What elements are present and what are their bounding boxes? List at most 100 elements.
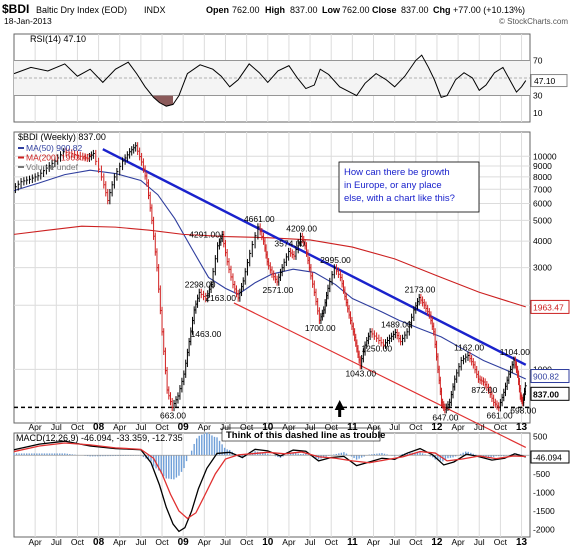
callout-box — [221, 427, 381, 442]
x-axis-label: Jul — [51, 537, 62, 547]
callout-arrow-shaft — [338, 409, 342, 417]
x-axis-label: Oct — [494, 422, 508, 432]
high-label: High — [265, 5, 285, 15]
close-label: Close — [372, 5, 397, 15]
rsi-tick: 30 — [533, 91, 543, 101]
rsi-tick: 10 — [533, 108, 543, 118]
macd-tick: -2000 — [533, 525, 555, 535]
price-data-label: 2571.00 — [263, 285, 294, 295]
rsi-oversold-fill — [153, 95, 174, 107]
rsi-value-label: 47.10 — [534, 76, 556, 86]
x-axis-label: Jul — [305, 422, 316, 432]
chg-value: +77.00 (+10.13%) — [453, 5, 525, 15]
open-label: Open — [206, 5, 229, 15]
price-data-label: 647.00 — [432, 413, 458, 423]
x-axis-label: Apr — [282, 422, 295, 432]
price-tick: 10000 — [533, 151, 557, 161]
macd-line-signal — [13, 442, 526, 520]
x-axis-label: Apr — [198, 422, 211, 432]
x-axis-label: 10 — [262, 422, 274, 433]
x-axis-label: 12 — [431, 537, 443, 548]
x-axis-label: Apr — [282, 537, 295, 547]
price-data-label: 2173.00 — [405, 285, 436, 295]
x-axis-label: Jul — [220, 537, 231, 547]
annotation-box — [338, 161, 480, 213]
index-name: Baltic Dry Index (EOD) — [36, 5, 127, 15]
price-data-label: 1489.00 — [381, 320, 412, 330]
x-axis-label: Jul — [474, 537, 485, 547]
price-data-label: 4661.00 — [244, 214, 275, 224]
macd-value-badge — [530, 450, 570, 464]
x-axis-label: Apr — [367, 537, 380, 547]
value-badge-label: 837.00 — [533, 389, 559, 399]
price-data-label: 1250.00 — [361, 344, 392, 354]
x-axis-label: Apr — [113, 422, 126, 432]
rsi-title: RSI(14) 47.10 — [30, 34, 86, 44]
x-axis-label: Apr — [367, 422, 380, 432]
price-data-label: 2298.00 — [185, 279, 216, 289]
high-value: 837.00 — [290, 5, 318, 15]
value-badge — [530, 369, 570, 384]
price-tick: 9000 — [533, 161, 552, 171]
rsi-value-badge — [530, 74, 568, 88]
x-axis-label: 09 — [178, 537, 190, 548]
x-axis-label: 10 — [262, 537, 274, 548]
symbol: $BDI — [2, 2, 29, 16]
macd-title: MACD(12,26,9) -46.094, -33.359, -12.735 — [16, 433, 183, 443]
trendline-lower-channel — [233, 302, 527, 448]
x-axis-label: Jul — [220, 422, 231, 432]
x-axis-label: Jul — [474, 422, 485, 432]
legend-entry: MA(50) 900.82 — [26, 143, 82, 153]
annotation-text: in Europe, or any place — [344, 180, 442, 191]
x-axis-label: Oct — [240, 537, 254, 547]
price-data-label: 1700.00 — [305, 323, 336, 333]
value-badge — [530, 299, 570, 314]
price-data-label: 2995.00 — [320, 255, 351, 265]
x-axis-label: Oct — [409, 537, 423, 547]
price-data-label: 663.00 — [160, 410, 186, 420]
x-axis-label: 08 — [93, 422, 105, 433]
x-axis-label: 09 — [178, 422, 190, 433]
price-tick: 6000 — [533, 199, 552, 209]
price-tick: 5000 — [533, 215, 552, 225]
x-axis-label: 13 — [516, 537, 528, 548]
price-data-label: 872.00 — [471, 385, 497, 395]
price-tick: 4000 — [533, 236, 552, 246]
x-axis-label: Oct — [494, 537, 508, 547]
x-axis-label: Oct — [71, 537, 85, 547]
macd-tick: -1000 — [533, 487, 555, 497]
chg-label: Chg — [433, 5, 451, 15]
x-axis-label: Apr — [113, 537, 126, 547]
x-axis-label: 11 — [347, 537, 358, 548]
macd-tick: 500 — [533, 432, 547, 442]
price-data-label: 698.00 — [510, 406, 536, 416]
x-axis-label: Jul — [135, 537, 146, 547]
price-data-label: 4291.00 — [189, 230, 220, 240]
x-axis-label: Oct — [71, 422, 85, 432]
x-axis-label: Oct — [325, 537, 339, 547]
macd-line-macd — [13, 440, 526, 533]
x-axis-label: Oct — [155, 422, 169, 432]
value-badge-label: 1963.47 — [533, 302, 564, 312]
x-axis-label: Apr — [451, 537, 464, 547]
close-value: 837.00 — [401, 5, 429, 15]
macd-tick: -500 — [533, 469, 550, 479]
x-axis-label: Oct — [240, 422, 254, 432]
x-axis-label: 11 — [347, 422, 358, 433]
x-axis-label: Oct — [155, 537, 169, 547]
x-axis-label: Oct — [325, 422, 339, 432]
rsi-tick: 70 — [533, 55, 543, 65]
legend-entry: MA(200) 1963.47 — [26, 153, 92, 163]
x-axis-label: 12 — [431, 422, 443, 433]
macd-value-label: -46.094 — [533, 452, 562, 462]
x-axis-label: 13 — [516, 422, 528, 433]
price-data-label: 3574.00 — [274, 238, 305, 248]
macd-panel — [13, 432, 531, 538]
price-data-label: 1162.00 — [454, 342, 484, 352]
legend-entry: Volume undef — [26, 162, 79, 172]
rsi-line — [13, 54, 527, 107]
value-badge-label: 900.82 — [533, 372, 559, 382]
x-axis-label: Jul — [51, 422, 62, 432]
macd-tick: -1500 — [533, 506, 555, 516]
